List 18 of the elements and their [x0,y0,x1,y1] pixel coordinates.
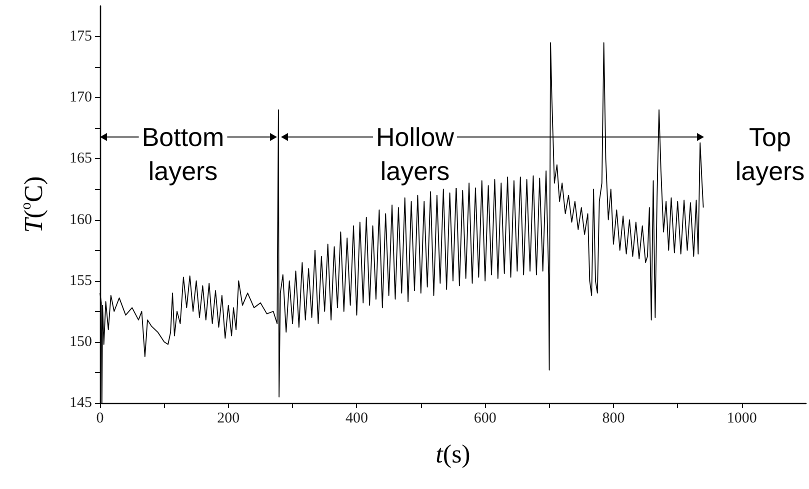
y-tick-label: 175 [70,28,92,45]
y-tick-label: 150 [70,334,92,350]
x-tick-label: 200 [217,410,240,426]
annotation: Hollow layers [376,122,454,186]
y-tick-label: 170 [70,90,92,106]
x-tick-label: 0 [96,410,104,426]
y-tick-label: 155 [70,272,92,289]
x-tick-label: 1000 [726,410,757,426]
x-tick-label: 800 [602,410,625,426]
x-tick-label: 400 [345,410,368,426]
x-axis-title: t(s) [436,440,470,468]
y-tick-label: 165 [70,150,92,167]
y-tick-label: 160 [70,212,92,228]
annotation: Bottom layers [142,122,224,186]
y-tick-label: 145 [70,395,92,411]
y-axis-title: T(oC) [18,176,48,233]
x-tick-label: 600 [474,410,496,426]
annotation: Top layers [735,122,805,186]
